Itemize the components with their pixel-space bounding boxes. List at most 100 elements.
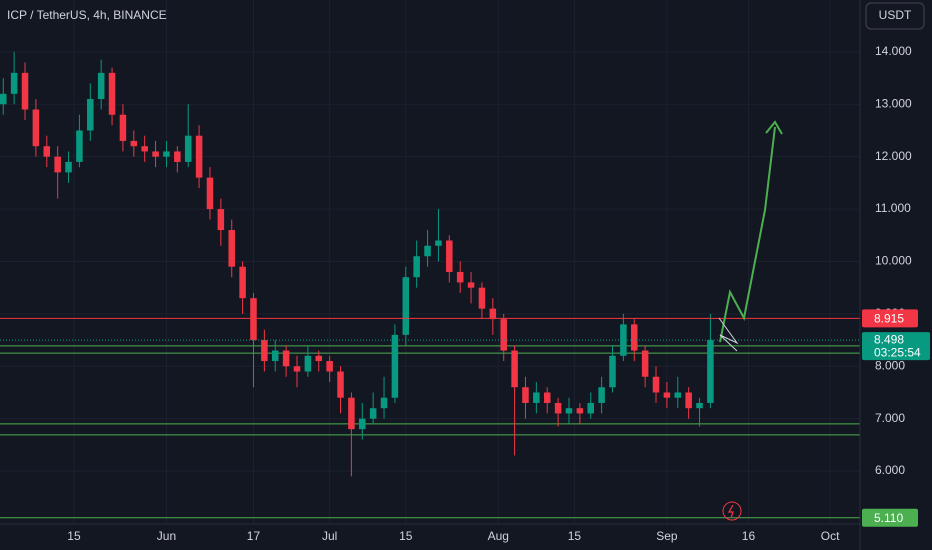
y-tick-label: 11.000: [875, 201, 911, 215]
candle-body: [130, 140, 138, 147]
candle-body: [0, 93, 7, 105]
candle-body: [598, 387, 605, 403]
candle-body: [271, 350, 279, 362]
x-tick-label: Jun: [157, 529, 176, 543]
currency-button[interactable]: [865, 2, 925, 30]
price-axis: 6.0007.0008.0009.00010.00011.00012.00013…: [67, 44, 930, 543]
candle-body: [576, 408, 584, 414]
candle-body: [304, 355, 312, 372]
candle-body: [348, 397, 355, 430]
candle-body: [315, 355, 323, 362]
price-label: 8.915: [874, 312, 904, 326]
candle-body: [620, 324, 627, 356]
y-tick-label: 6.000: [875, 463, 905, 477]
candle-body: [141, 146, 148, 152]
y-tick-label: 8.000: [875, 358, 905, 372]
candle-body: [369, 408, 377, 419]
candle-body: [108, 72, 116, 115]
candle-body: [65, 161, 72, 173]
candle-body: [609, 355, 616, 388]
x-tick-label: Sep: [656, 529, 678, 543]
candle-body: [119, 114, 127, 141]
candle-body: [152, 151, 159, 157]
candle-body: [402, 277, 410, 335]
candle-body: [424, 245, 431, 257]
event-icon-bolt: [727, 504, 734, 519]
y-tick-label: 10.000: [875, 254, 912, 268]
candle-body: [489, 308, 497, 320]
projection-arrow: [719, 126, 776, 343]
candle-body: [554, 402, 562, 414]
candle-body: [239, 266, 246, 299]
event-icon[interactable]: [722, 501, 742, 521]
candle-body: [54, 156, 61, 173]
grid: [0, 0, 860, 524]
price-label: 5.110: [874, 511, 903, 525]
chart-title: ICP / TetherUS, 4h, BINANCE: [7, 8, 167, 22]
candle-body: [43, 146, 51, 157]
candle-body: [391, 334, 399, 398]
countdown-label: 03:25:54: [874, 345, 921, 359]
candle-body: [261, 340, 268, 362]
candle-body: [337, 371, 344, 398]
candle-body: [565, 408, 573, 414]
candle-body: [685, 392, 692, 409]
candle-body: [228, 230, 235, 267]
plot: [0, 51, 860, 519]
candle-body: [380, 397, 388, 409]
candle-body: [76, 130, 83, 162]
y-tick-label: 12.000: [875, 149, 912, 163]
candle-body: [674, 392, 682, 398]
candle-body: [174, 151, 181, 162]
x-tick-label: Aug: [488, 529, 509, 543]
candle-body: [250, 298, 257, 341]
price-label-box: [862, 508, 918, 527]
candle-body: [21, 72, 29, 110]
x-tick-label: Jul: [322, 529, 337, 543]
candle-body: [217, 209, 225, 231]
x-tick-label: 15: [67, 529, 81, 543]
candle-body: [641, 350, 649, 377]
y-tick-label: 7.000: [875, 411, 905, 425]
last-price-label: 8.498: [874, 332, 904, 346]
candle-body: [326, 361, 333, 372]
candle-body: [587, 402, 595, 414]
x-tick-label: 16: [742, 529, 756, 543]
candle-body: [10, 72, 18, 94]
candle-body: [533, 392, 540, 403]
candle-body: [293, 366, 301, 372]
candle-body: [206, 177, 214, 210]
candle-body: [413, 256, 420, 278]
candle-body: [467, 282, 475, 288]
candle-body: [652, 376, 660, 393]
x-tick-label: 15: [568, 529, 582, 543]
candle-body: [522, 387, 529, 403]
candle-body: [184, 135, 192, 162]
candle-body: [282, 350, 290, 367]
candle-body: [32, 109, 40, 147]
currency-label: USDT: [879, 8, 912, 22]
candle-body: [663, 392, 671, 398]
candle-body: [359, 418, 366, 430]
price-label-box: [862, 309, 918, 328]
candle-body: [696, 402, 703, 409]
candle-body: [87, 99, 94, 131]
candle-body: [543, 392, 551, 403]
last-price-box: [862, 332, 930, 361]
y-tick-label: 14.000: [875, 44, 912, 58]
candle-body: [478, 287, 486, 309]
candle-body: [707, 340, 714, 403]
candle-body: [446, 240, 453, 272]
candle-body: [511, 350, 518, 388]
x-tick-label: 17: [247, 529, 261, 543]
candle-body: [163, 151, 170, 157]
x-tick-label: Oct: [821, 529, 840, 543]
candle-body: [97, 72, 105, 100]
candle-body: [500, 319, 507, 351]
candle-body: [456, 271, 464, 283]
arrow-head: [765, 120, 783, 135]
candle-body: [195, 135, 203, 178]
candle-body: [435, 240, 442, 246]
